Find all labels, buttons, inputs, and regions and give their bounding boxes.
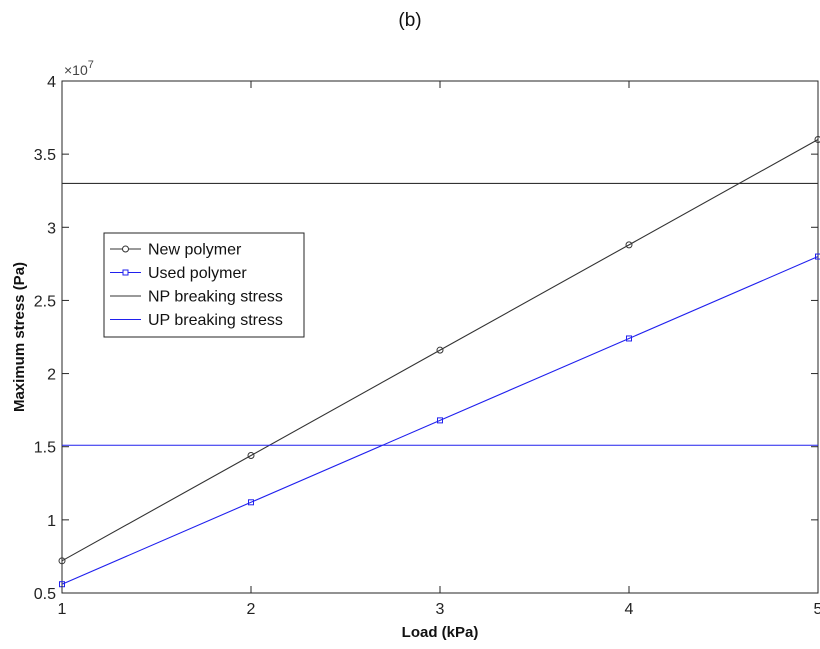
used-polymer-line (61, 256, 819, 585)
new-polymer-line (61, 139, 819, 562)
y-tick-label: 0.5 (34, 586, 56, 603)
x-tick-label: 3 (436, 601, 445, 618)
panel-label: (b) (398, 10, 422, 31)
x-tick-label: 2 (247, 601, 256, 618)
y-axis-label: Maximum stress (Pa) (11, 262, 28, 412)
y-tick-label: 3.5 (34, 147, 56, 164)
legend: New polymer Used polymer NP breaking stres… (103, 232, 305, 338)
x-tick-label: 1 (58, 601, 67, 618)
x-tick-label: 5 (814, 601, 820, 618)
legend-label-used-polymer: Used polymer (148, 265, 247, 282)
new-polymer-point (814, 136, 820, 144)
new-polymer-point (625, 241, 633, 249)
y-exponent-power: 7 (88, 59, 94, 71)
new-polymer-point (436, 346, 444, 354)
used-polymer-point (626, 335, 632, 342)
legend-marker-used-polymer (122, 269, 129, 276)
legend-marker-new-polymer (122, 245, 129, 253)
used-polymer-point (815, 253, 820, 260)
new-polymer-point (58, 557, 66, 565)
y-tick-label: 4 (47, 74, 56, 91)
legend-label-up-breaking-stress: UP breaking stress (148, 312, 283, 329)
used-polymer-point (248, 499, 254, 506)
y-tick-label: 2.5 (34, 293, 56, 310)
y-tick-label: 2 (47, 367, 56, 384)
x-axis-label: Load (kPa) (402, 624, 479, 641)
used-polymer-point (437, 417, 443, 424)
legend-label-new-polymer: New polymer (148, 242, 242, 259)
y-tick-label: 1.5 (34, 440, 56, 457)
y-tick-label: 3 (47, 220, 56, 237)
series-layer (58, 136, 820, 588)
x-tick-label: 4 (625, 601, 634, 618)
new-polymer-point (247, 451, 255, 459)
y-tick-label: 1 (47, 513, 56, 530)
y-exponent-label: ×107 (64, 59, 94, 78)
legend-label-np-breaking-stress: NP breaking stress (148, 289, 283, 306)
